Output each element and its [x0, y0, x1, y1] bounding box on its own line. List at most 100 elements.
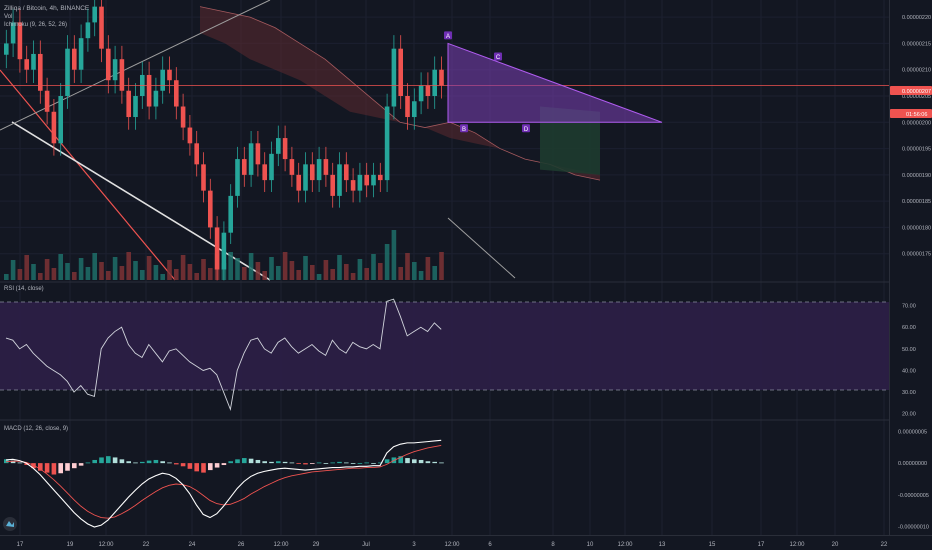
volume-bar: [140, 270, 145, 280]
macd-histogram-bar: [235, 459, 240, 464]
macd-histogram-bar: [85, 462, 91, 464]
volume-bar: [337, 255, 342, 280]
macd-histogram-bar: [99, 457, 104, 464]
macd-histogram-bar: [262, 461, 267, 464]
macd-histogram-bar: [269, 461, 274, 464]
macd-pane[interactable]: [4, 439, 444, 528]
macd-histogram-bar: [17, 462, 23, 464]
countdown-text: 01:56:06: [906, 112, 927, 118]
price-axis-label: 0.00000220: [902, 15, 931, 21]
candle-body: [344, 164, 349, 181]
macd-histogram-bar: [201, 463, 206, 473]
macd-histogram-bar: [126, 461, 131, 464]
candle-body: [221, 232, 227, 270]
candle-body: [262, 164, 267, 181]
candle-body: [303, 164, 308, 191]
volume-bar: [51, 268, 57, 280]
candle-body: [51, 111, 57, 144]
volume-bar: [92, 253, 97, 280]
rsi-pane[interactable]: [5, 298, 442, 412]
candle-body: [126, 90, 131, 118]
volume-bar: [398, 267, 403, 280]
macd-histogram-bar: [316, 462, 322, 464]
macd-histogram-bar: [289, 462, 295, 464]
macd-histogram-bar: [140, 461, 145, 464]
price-axis-label: 0.00000210: [902, 68, 931, 74]
candle-body: [289, 159, 295, 175]
volume-bar: [432, 266, 437, 280]
volume-bar: [425, 257, 431, 280]
candle-body: [391, 48, 397, 107]
candle-body: [99, 6, 104, 49]
volume-trendline: [447, 217, 516, 279]
candle-body: [24, 59, 29, 70]
time-axis-label: 22: [143, 542, 150, 548]
time-axis-label: 12:00: [273, 542, 289, 548]
macd-legend[interactable]: MACD (12, 26, close, 9): [4, 426, 68, 432]
candle-body: [323, 159, 329, 175]
pattern-point-label: C: [496, 55, 501, 61]
candle-body: [133, 96, 138, 118]
rsi-axis-label: 30.00: [902, 390, 916, 396]
macd-histogram-bar: [10, 460, 16, 464]
macd-histogram-bar: [51, 463, 57, 475]
rsi-axis-label: 40.00: [902, 368, 916, 374]
macd-histogram-bar: [303, 463, 308, 465]
macd-histogram-bar: [330, 462, 335, 464]
price-axis-label: 0.00000205: [902, 94, 931, 100]
volume-bar: [235, 258, 240, 280]
candle-body: [85, 22, 91, 39]
macd-histogram-bar: [112, 457, 118, 464]
rsi-line: [5, 298, 442, 412]
macd-histogram-bar: [146, 460, 152, 464]
macd-histogram-bar: [72, 463, 77, 469]
candle-body: [276, 138, 281, 154]
logo-icon: [6, 521, 14, 527]
volume-bar: [255, 262, 261, 280]
volume-bar: [24, 255, 29, 280]
time-axis-label: 15: [709, 542, 716, 548]
volume-bar: [439, 252, 444, 280]
vol-legend[interactable]: Vol: [4, 14, 12, 20]
trendline-white: [11, 121, 271, 281]
volume-bar: [248, 253, 254, 280]
price-axis-label: 0.00000190: [902, 173, 931, 179]
price-pane[interactable]: A B C D: [0, 0, 889, 281]
volume-bar: [350, 273, 356, 280]
ichimoku-future-cloud: [540, 106, 600, 175]
volume-bar: [146, 256, 152, 280]
harmonic-pattern-outline: [447, 42, 663, 123]
macd-axis-label: -0.00000010: [898, 524, 929, 530]
macd-histogram-bar: [160, 461, 165, 464]
candle-body: [160, 69, 165, 91]
macd-histogram-bar: [276, 461, 281, 464]
volume-bar: [174, 269, 179, 280]
ichimoku-legend[interactable]: Ichimoku (9, 26, 52, 26): [4, 22, 67, 28]
pattern-point-marker: [460, 124, 468, 133]
macd-histogram-bar: [282, 461, 288, 464]
time-axis-label: 12:00: [98, 542, 114, 548]
candle-body: [4, 43, 9, 55]
volume-bar: [289, 261, 295, 280]
macd-histogram-bar: [384, 459, 390, 464]
volume-bar: [296, 270, 301, 280]
pattern-point-label: B: [462, 127, 466, 133]
candle-body: [174, 80, 179, 107]
macd-histogram-bar: [323, 463, 329, 464]
volume-bar: [269, 257, 274, 280]
symbol-title[interactable]: Zilliqa / Bitcoin, 4h, BINANCE: [4, 5, 90, 12]
volume-bar: [262, 271, 267, 280]
volume-bar: [44, 259, 50, 280]
macd-histogram-bar: [58, 463, 63, 474]
volume-bar: [303, 256, 308, 280]
volume-bar: [10, 260, 16, 280]
rsi-legend[interactable]: RSI (14, close): [4, 286, 44, 292]
macd-histogram-bar: [364, 462, 369, 464]
time-axis-label: 12:00: [444, 542, 460, 548]
volume-bar: [187, 264, 193, 280]
pattern-point-label: D: [524, 127, 529, 133]
candle-body: [350, 180, 356, 191]
volume-bar: [316, 274, 322, 280]
